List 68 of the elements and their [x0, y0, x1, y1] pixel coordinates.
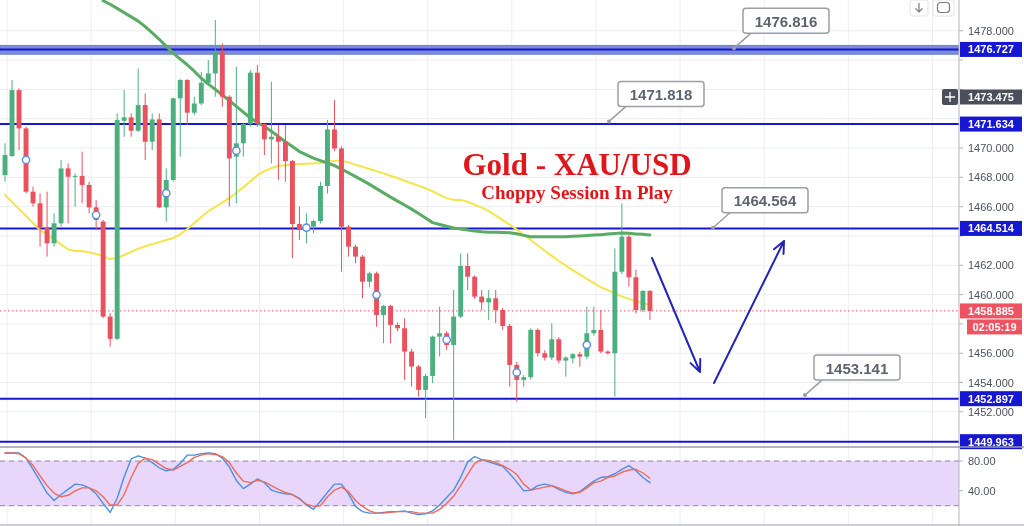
candlestick	[409, 348, 415, 388]
y-tick-label: 1452.000	[968, 405, 1014, 418]
ref-line-label: 1476.727	[968, 43, 1014, 56]
candlestick	[79, 151, 85, 204]
candlestick	[212, 19, 218, 98]
text: Choppy Session In Play	[481, 182, 674, 203]
candlestick	[107, 312, 113, 348]
y-tick-label: 1478.000	[968, 24, 1014, 37]
y-tick-label: 1468.000	[968, 171, 1014, 184]
candlestick	[416, 364, 422, 398]
y-tick-label: 1470.000	[968, 142, 1014, 155]
candlestick	[465, 252, 471, 291]
candlestick	[381, 304, 386, 344]
candlestick	[472, 275, 478, 300]
point	[582, 340, 592, 350]
point	[372, 290, 381, 300]
point	[161, 188, 171, 198]
point	[512, 368, 522, 377]
candlestick	[72, 172, 78, 208]
candlestick	[149, 112, 155, 151]
candlestick	[535, 327, 541, 358]
y-tick-label: 1460.000	[968, 288, 1014, 301]
candlestick	[423, 373, 429, 419]
candlestick	[282, 124, 288, 183]
candlestick	[640, 289, 646, 313]
candlestick	[51, 212, 57, 248]
candlestick	[191, 96, 197, 116]
text: Gold - XAU/USD	[462, 147, 692, 182]
candlestick	[598, 309, 604, 354]
candlestick	[296, 206, 302, 241]
ref-line-label: 1452.897	[968, 392, 1014, 405]
y-tick-label: 1454.000	[968, 376, 1014, 389]
candlestick	[437, 306, 443, 358]
point	[302, 223, 311, 232]
ref-line-label: 1449.963	[968, 435, 1014, 448]
candlestick	[346, 224, 351, 258]
ref-line-label: 1458.885	[968, 304, 1014, 317]
candlestick	[240, 122, 246, 158]
annotation: 1464.564	[733, 191, 797, 209]
candlestick	[128, 112, 134, 138]
candlestick	[198, 71, 204, 106]
text: 1473.475	[968, 91, 1014, 103]
ref-line-label: 1471.634	[968, 118, 1015, 131]
candlestick	[121, 89, 127, 138]
candlestick	[275, 124, 281, 181]
candlestick	[486, 289, 492, 321]
y-tick-label: 1466.000	[968, 200, 1014, 213]
candlestick	[353, 244, 358, 264]
annotation: 1471.818	[629, 85, 693, 103]
ref-line-label: 1464.514	[968, 222, 1015, 235]
candlestick	[402, 317, 408, 381]
text: 02:05:19	[972, 320, 1017, 333]
y-tick-label: 1462.000	[968, 259, 1014, 272]
candlestick	[549, 322, 555, 361]
annotation: 1476.816	[754, 12, 818, 30]
candlestick	[556, 336, 562, 364]
candlestick	[65, 162, 71, 224]
annotation: 1453.141	[825, 359, 889, 377]
candlestick	[177, 78, 183, 158]
y-tick-label: 40.00	[968, 484, 996, 497]
candlestick	[332, 99, 337, 152]
point	[21, 155, 31, 165]
candlestick	[44, 191, 50, 258]
candlestick	[261, 122, 267, 156]
y-tick-label: 1456.000	[968, 347, 1014, 360]
y-tick-label: 80.00	[968, 455, 996, 468]
candlestick	[86, 181, 92, 214]
candlestick	[563, 355, 569, 378]
